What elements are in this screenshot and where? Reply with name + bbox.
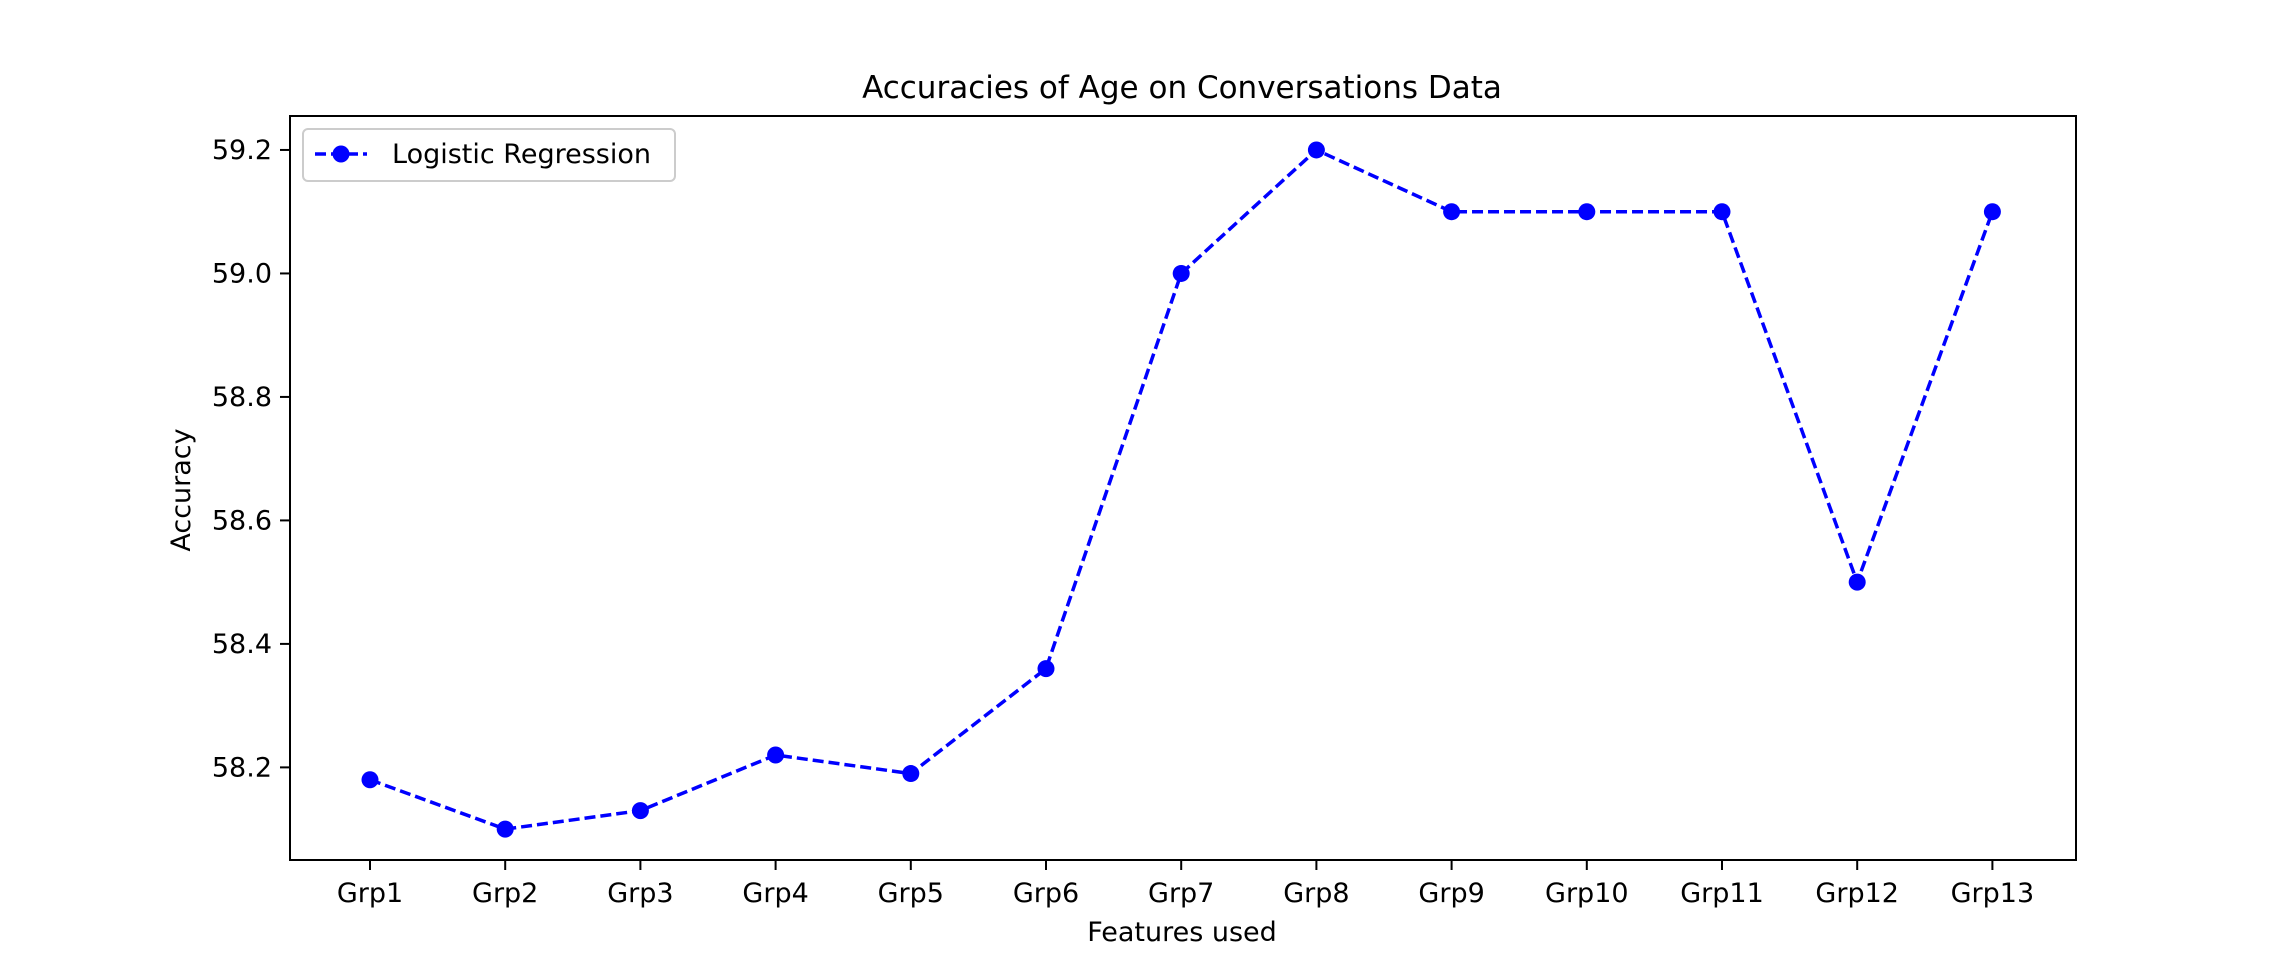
data-point — [1172, 264, 1190, 282]
legend-box — [302, 128, 676, 182]
y-tick-label: 58.8 — [212, 382, 272, 413]
data-point — [1578, 203, 1596, 221]
data-point — [767, 746, 785, 764]
y-axis-label: Accuracy — [166, 428, 197, 551]
y-tick-label: 58.6 — [212, 505, 272, 536]
x-tick-label: Grp2 — [472, 878, 538, 909]
x-tick-label: Grp5 — [878, 878, 944, 909]
y-tick-label: 58.4 — [212, 629, 272, 660]
data-point — [496, 820, 514, 838]
x-tick-label: Grp10 — [1545, 878, 1629, 909]
data-point — [1713, 203, 1731, 221]
legend-label: Logistic Regression — [392, 139, 651, 170]
y-tick-label: 58.2 — [212, 752, 272, 783]
x-tick-label: Grp7 — [1148, 878, 1214, 909]
plot-frame — [289, 115, 2077, 861]
x-tick-label: Grp12 — [1815, 878, 1899, 909]
series-layer — [361, 141, 2001, 838]
x-tick-label: Grp9 — [1418, 878, 1484, 909]
x-tick-label: Grp4 — [742, 878, 808, 909]
data-point — [1983, 203, 2001, 221]
series-line — [369, 147, 1995, 831]
data-point — [1307, 141, 1325, 159]
x-axis-label: Features used — [1087, 917, 1277, 948]
data-point — [1443, 203, 1461, 221]
x-tick-label: Grp6 — [1013, 878, 1079, 909]
data-point — [1037, 660, 1055, 678]
data-point — [361, 771, 379, 789]
ticks-layer: Grp1 Grp2 Grp3 Grp4 Grp5 Grp6 Grp7 Grp8 Grp9 Grp1… — [212, 135, 2034, 909]
data-point — [902, 765, 920, 783]
x-tick-label: Grp11 — [1680, 878, 1764, 909]
x-tick-label: Grp13 — [1951, 878, 2035, 909]
y-tick-label: 59.2 — [212, 135, 272, 166]
legend-marker-sample — [332, 145, 350, 163]
x-tick-label: Grp1 — [337, 878, 403, 909]
x-tick-label: Grp3 — [607, 878, 673, 909]
data-point — [1848, 573, 1866, 591]
legend: Logistic Regression — [302, 128, 676, 182]
x-tick-label: Grp8 — [1283, 878, 1349, 909]
y-tick-label: 59.0 — [212, 258, 272, 289]
chart-title: Accuracies of Age on Conversations Data — [862, 70, 1502, 106]
data-point — [631, 802, 649, 820]
